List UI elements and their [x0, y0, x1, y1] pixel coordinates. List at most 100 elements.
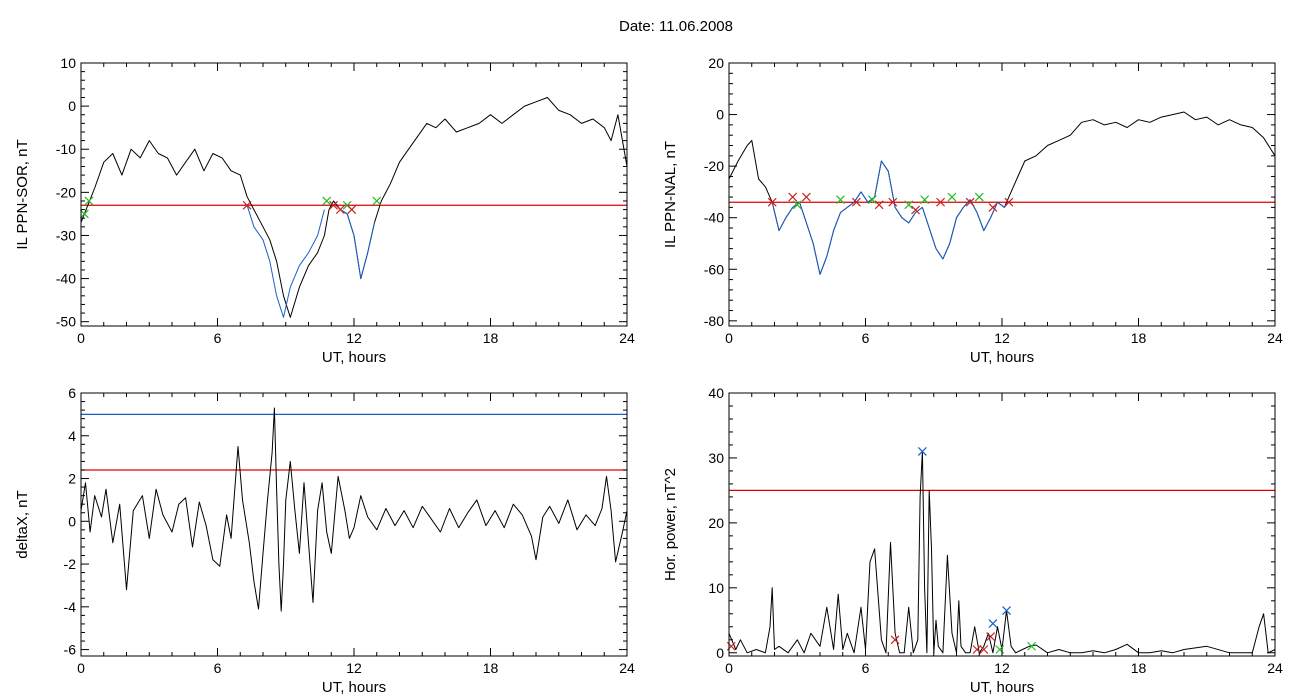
cross-marker-12: [936, 197, 945, 207]
y-tick-label: -50: [56, 314, 76, 330]
cross-marker-3: [801, 192, 811, 202]
x-tick-label: 24: [1267, 330, 1283, 346]
chart-panel-sor: 0 6 12 18 24 10 0 -10 -20 -30 -40 -50 UT, hours IL PP…: [14, 55, 635, 366]
series-line-1: [246, 205, 325, 318]
y-tick-label: -4: [64, 599, 77, 615]
x-axis-label: UT, hours: [322, 679, 386, 696]
plot-frame: [728, 62, 1276, 327]
y-axis-label: Hor. power, nT^2: [662, 468, 679, 581]
page-title: Date: 11.06.2008: [619, 18, 733, 35]
cross-marker-2: [917, 447, 927, 456]
y-tick-label: 40: [708, 385, 724, 401]
cross-marker-7: [1002, 606, 1011, 615]
cross-marker-2: [792, 200, 802, 210]
y-tick-label: 2: [68, 471, 76, 487]
cross-marker-3: [972, 645, 982, 654]
y-tick-label: 0: [716, 107, 724, 123]
cross-marker-5: [335, 205, 345, 215]
cross-marker-16: [988, 202, 998, 212]
cross-marker-7: [347, 205, 357, 215]
cross-marker-4: [329, 200, 338, 210]
y-tick-label: 0: [68, 513, 76, 529]
plot-frame: [80, 62, 628, 327]
cross-marker-3: [322, 196, 332, 206]
cross-marker-5: [986, 632, 996, 641]
y-tick-label: 10: [708, 580, 724, 596]
x-tick-label: 18: [1131, 330, 1147, 346]
cross-marker-11: [920, 195, 930, 205]
x-tick-label: 12: [346, 330, 362, 346]
cross-marker-8: [888, 197, 898, 207]
cross-marker-1: [788, 192, 798, 202]
series-line-0: [80, 97, 628, 318]
x-tick-label: 6: [862, 330, 870, 346]
cross-marker-13: [947, 192, 957, 202]
y-axis-label: deltaX, nT: [14, 490, 31, 558]
cross-marker-2: [242, 200, 252, 210]
y-axis-label: IL PPN-NAL, nT: [662, 141, 679, 248]
x-tick-label: 18: [483, 660, 499, 676]
x-tick-label: 0: [725, 330, 733, 346]
cross-marker-8: [372, 196, 382, 206]
y-tick-label: 4: [68, 428, 76, 444]
y-tick-label: 0: [68, 98, 76, 114]
cross-marker-17: [1004, 197, 1014, 207]
chart-panel-deltax: 0 6 12 18 24 6 4 2 0 -2 -4 -6 UT, hours deltaX, nT: [14, 385, 635, 696]
x-tick-label: 6: [214, 330, 222, 346]
series-line-0: [728, 450, 1276, 654]
cross-marker-1: [890, 635, 900, 645]
y-tick-label: 6: [68, 385, 76, 401]
y-tick-label: -40: [704, 210, 724, 226]
series-line-0: [728, 111, 1276, 275]
x-axis-label: UT, hours: [970, 679, 1034, 696]
y-tick-label: 0: [716, 645, 724, 661]
y-tick-label: 30: [708, 450, 724, 466]
cross-marker-14: [965, 197, 975, 207]
cross-marker-6: [867, 195, 877, 205]
y-tick-label: -30: [56, 227, 76, 243]
cross-marker-0: [79, 209, 89, 219]
cross-marker-9: [904, 200, 914, 210]
y-tick-label: -80: [704, 313, 724, 329]
cross-marker-6: [988, 619, 998, 628]
x-tick-label: 24: [619, 330, 635, 346]
x-tick-label: 0: [77, 330, 85, 346]
y-axis-label: IL PPN-SOR, nT: [14, 139, 31, 249]
y-tick-label: -20: [704, 158, 724, 174]
y-tick-label: -40: [56, 271, 76, 287]
cross-marker-10: [911, 205, 920, 215]
x-axis-label: UT, hours: [322, 349, 386, 366]
cross-marker-0: [767, 197, 777, 207]
x-axis-label: UT, hours: [970, 349, 1034, 366]
plot-frame: [728, 392, 1276, 657]
cross-marker-4: [836, 195, 845, 205]
series-line-2: [340, 209, 375, 280]
x-tick-label: 12: [346, 660, 362, 676]
cross-marker-15: [974, 192, 984, 202]
y-tick-label: -2: [64, 556, 77, 572]
cross-marker-8: [995, 645, 1005, 654]
x-tick-label: 18: [1131, 660, 1147, 676]
y-tick-label: 10: [60, 55, 76, 71]
plot-frame: [80, 392, 628, 657]
y-tick-label: -60: [704, 261, 724, 277]
y-tick-label: 20: [708, 55, 724, 71]
y-tick-label: -20: [56, 184, 76, 200]
cross-marker-7: [874, 200, 884, 210]
chart-panel-power: 0 6 12 18 24 40 30 20 10 0 UT, hours Hor. power, nT…: [662, 385, 1283, 696]
x-tick-label: 12: [994, 660, 1010, 676]
chart-panel-nal: 0 6 12 18 24 20 0 -20 -40 -60 -80 UT, hours IL PPN-N…: [662, 55, 1283, 366]
x-tick-label: 18: [483, 330, 499, 346]
y-tick-label: -6: [64, 642, 77, 658]
x-tick-label: 0: [725, 660, 733, 676]
cross-marker-5: [851, 197, 861, 207]
series-line-1: [771, 160, 1012, 275]
x-tick-label: 12: [994, 330, 1010, 346]
cross-marker-9: [1027, 641, 1036, 651]
y-tick-label: 20: [708, 515, 724, 531]
x-tick-label: 6: [214, 660, 222, 676]
x-tick-label: 6: [862, 660, 870, 676]
series-line-0: [80, 407, 628, 612]
cross-marker-4: [979, 645, 989, 654]
